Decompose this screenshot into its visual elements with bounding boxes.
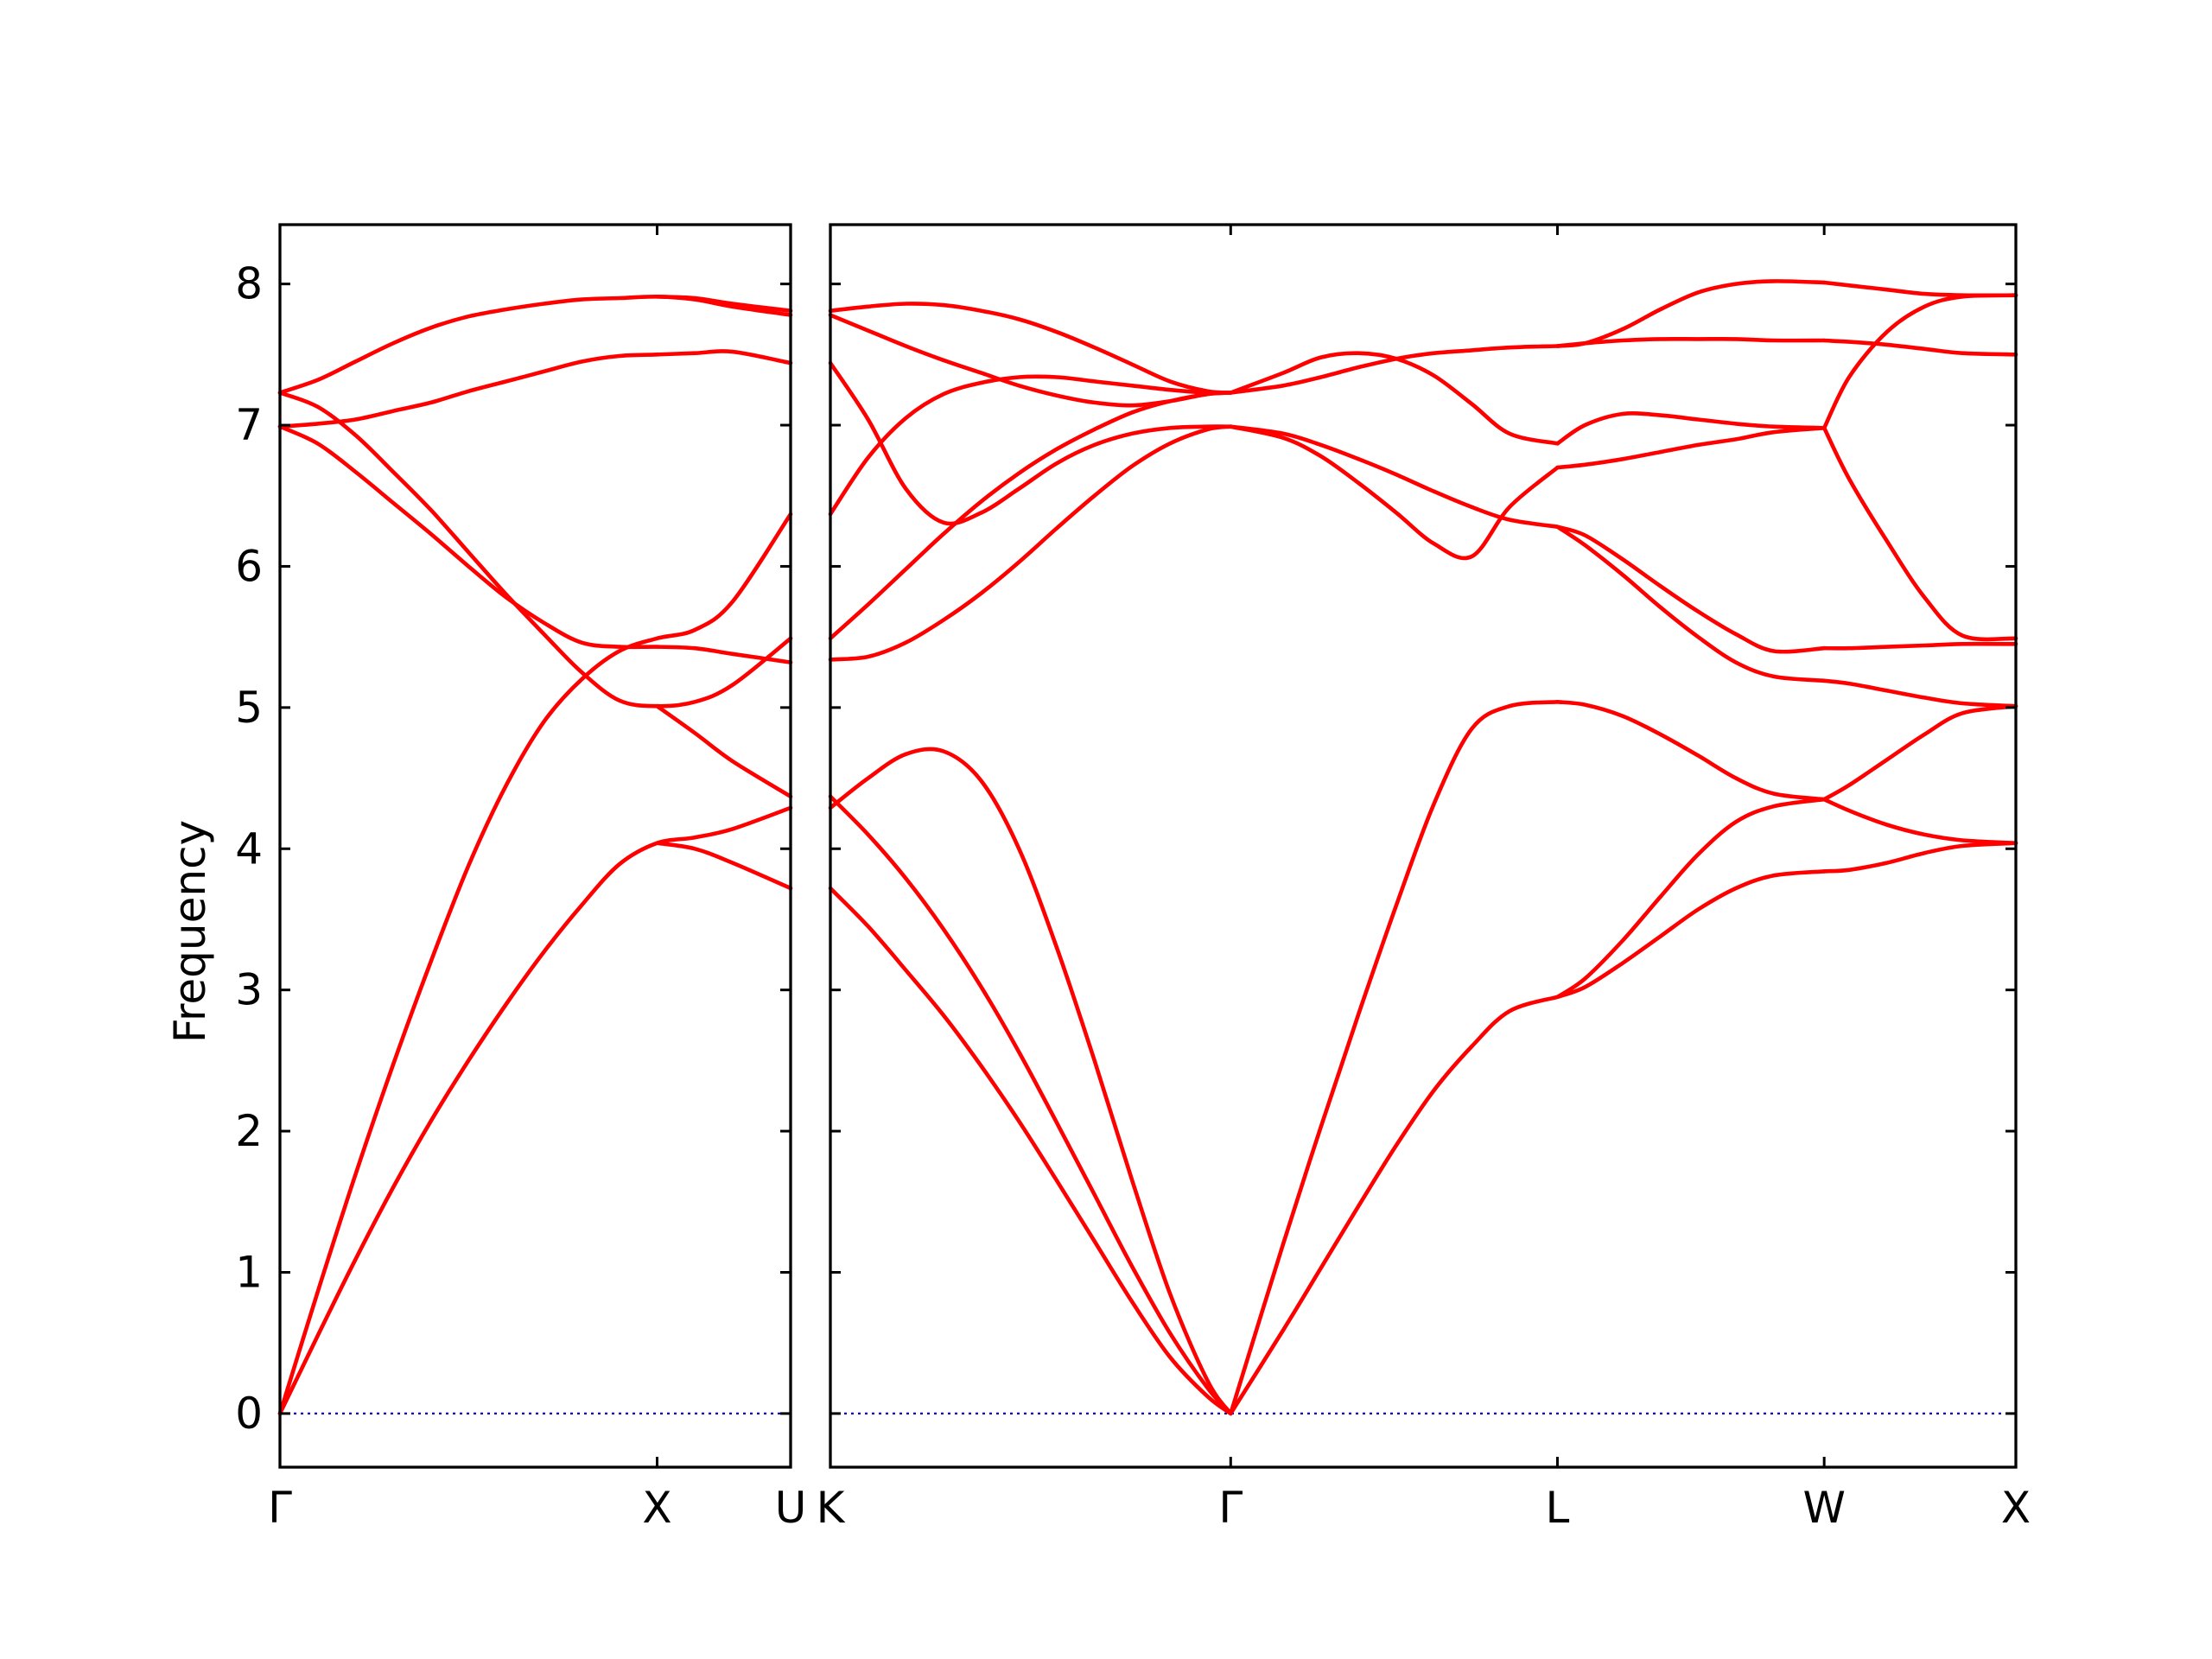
y-tick-label: 4 <box>235 823 263 874</box>
band-line-1-3 <box>828 424 1233 662</box>
band-line-1-17 <box>1555 700 1827 802</box>
y-tick-label: 7 <box>235 400 263 450</box>
x-tick-label: X <box>2001 1483 2031 1533</box>
y-tick-label: 5 <box>235 683 263 733</box>
band-line-0-8 <box>655 295 793 313</box>
band-line-1-6 <box>828 360 1233 526</box>
band-line-0-4 <box>277 349 793 429</box>
band-line-1-12 <box>1229 424 1560 529</box>
band-line-1-27 <box>1821 678 2018 709</box>
band-line-0-7 <box>655 841 793 891</box>
band-line-0-5 <box>277 294 793 395</box>
band-line-1-11 <box>1229 424 1560 561</box>
y-tick-label: 8 <box>235 259 263 309</box>
x-tick-label: W <box>1802 1483 1845 1533</box>
band-line-1-29 <box>1821 426 2018 642</box>
band-line-1-26 <box>1821 703 2018 802</box>
band-line-1-19 <box>1555 524 1827 683</box>
band-line-1-21 <box>1555 410 1827 446</box>
band-line-1-5 <box>828 374 1233 517</box>
x-tick-label: Γ <box>1218 1483 1243 1533</box>
band-line-1-9 <box>1229 995 1560 1416</box>
plot-frame <box>829 223 2018 1469</box>
band-line-0-6 <box>655 703 793 799</box>
band-line-1-30 <box>1821 338 2018 357</box>
band-line-1-2 <box>828 747 1233 1416</box>
band-line-1-14 <box>1229 351 1560 446</box>
band-line-0-0 <box>277 512 793 1416</box>
band-line-1-0 <box>828 886 1233 1416</box>
y-tick-label: 6 <box>235 541 263 591</box>
x-tick-label: K <box>817 1483 846 1533</box>
band-line-1-18 <box>1555 524 1827 654</box>
band-line-1-8 <box>828 302 1233 395</box>
y-tick-label: 2 <box>235 1106 263 1156</box>
x-tick-label: L <box>1546 1483 1570 1533</box>
band-line-1-20 <box>1555 426 1827 470</box>
panel-gamma-x-u: 0 1 2 3 4 5 6 7 8 Γ X U <box>235 223 807 1533</box>
band-line-1-32 <box>1821 280 2018 298</box>
band-line-1-31 <box>1821 293 2018 430</box>
y-tick-label: 3 <box>235 965 263 1015</box>
y-axis-label: Frequency <box>165 820 215 1043</box>
band-line-1-1 <box>828 794 1233 1416</box>
y-tick-label: 0 <box>235 1389 263 1439</box>
band-line-1-16 <box>1555 797 1827 1000</box>
band-line-1-24 <box>1821 841 2018 874</box>
band-line-1-28 <box>1821 641 2018 651</box>
band-line-1-10 <box>1229 700 1560 1416</box>
band-line-0-1 <box>277 805 793 1416</box>
x-tick-label: X <box>642 1483 671 1533</box>
x-tick-label: Γ <box>268 1483 292 1533</box>
band-line-1-13 <box>1229 344 1560 395</box>
band-line-1-25 <box>1821 797 2018 845</box>
x-tick-label: U <box>775 1483 807 1533</box>
band-line-0-3 <box>277 391 793 709</box>
plot-frame <box>278 223 792 1469</box>
y-tick-label: 1 <box>235 1247 263 1297</box>
band-line-0-2 <box>277 424 793 664</box>
band-line-1-7 <box>828 313 1233 408</box>
band-line-1-15 <box>1555 869 1827 1000</box>
band-line-1-23 <box>1555 279 1827 348</box>
